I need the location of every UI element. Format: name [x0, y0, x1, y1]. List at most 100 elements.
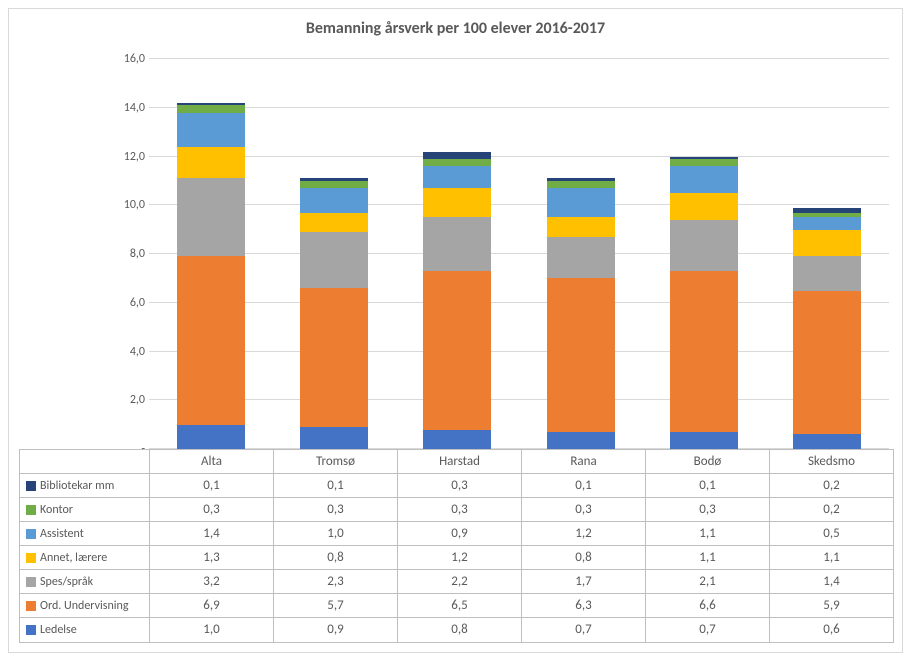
bar — [300, 59, 368, 449]
value-cell: 0,3 — [398, 498, 522, 521]
legend-swatch — [26, 529, 36, 539]
value-cell: 5,9 — [770, 594, 893, 617]
value-cell: 0,2 — [770, 498, 893, 521]
legend-swatch — [26, 625, 36, 635]
bar-segment — [300, 188, 368, 212]
value-cell: 1,0 — [150, 618, 274, 642]
bar-segment — [793, 230, 861, 257]
bar-segment — [670, 432, 738, 449]
legend-cell: Ledelse — [20, 618, 150, 642]
legend-cell: Bibliotekar mm — [20, 474, 150, 497]
value-cell: 2,2 — [398, 570, 522, 593]
value-cell: 0,1 — [274, 474, 398, 497]
table-row: Bibliotekar mm0,10,10,30,10,10,2 — [20, 474, 893, 498]
bar — [547, 59, 615, 449]
y-tick-label: 16,0 — [124, 52, 145, 66]
value-cell: 6,6 — [646, 594, 770, 617]
value-cell: 5,7 — [274, 594, 398, 617]
value-cell: 0,7 — [522, 618, 646, 642]
bar-segment — [670, 220, 738, 271]
legend-cell: Assistent — [20, 522, 150, 545]
bar-segment — [547, 188, 615, 217]
legend-swatch — [26, 601, 36, 611]
category-label: Tromsø — [274, 450, 398, 473]
category-label: Skedsmo — [770, 450, 893, 473]
bar-segment — [300, 288, 368, 427]
bar-segment — [547, 278, 615, 432]
legend-header-empty — [20, 450, 150, 473]
table-row: Ord. Undervisning6,95,76,56,36,65,9 — [20, 594, 893, 618]
y-tick-label: 10,0 — [124, 198, 145, 212]
value-cell: 1,2 — [398, 546, 522, 569]
value-cell: 0,1 — [150, 474, 274, 497]
value-cell: 1,7 — [522, 570, 646, 593]
bar-segment — [177, 425, 245, 449]
value-cell: 0,3 — [398, 474, 522, 497]
legend-cell: Kontor — [20, 498, 150, 521]
value-cell: 0,3 — [274, 498, 398, 521]
legend-label: Ord. Undervisning — [40, 599, 128, 613]
bar-segment — [177, 256, 245, 424]
bar-segment — [547, 237, 615, 278]
bar-segment — [423, 217, 491, 271]
legend-swatch — [26, 577, 36, 587]
chart-title: Bemanning årsverk per 100 elever 2016-20… — [9, 9, 902, 44]
bar-segment — [547, 432, 615, 449]
value-cell: 0,8 — [522, 546, 646, 569]
plot-area — [149, 59, 889, 449]
bar-segment — [177, 178, 245, 256]
value-cell: 1,1 — [770, 546, 893, 569]
table-row: Assistent1,41,00,91,21,10,5 — [20, 522, 893, 546]
y-tick-label: 2,0 — [130, 393, 145, 407]
bar-segment — [547, 217, 615, 237]
value-cell: 0,8 — [398, 618, 522, 642]
value-cell: 0,3 — [522, 498, 646, 521]
bar-segment — [670, 159, 738, 166]
y-tick-label: 12,0 — [124, 150, 145, 164]
legend-label: Ledelse — [40, 623, 77, 637]
category-label: Harstad — [398, 450, 522, 473]
value-cell: 1,4 — [150, 522, 274, 545]
value-cell: 1,1 — [646, 546, 770, 569]
value-cell: 6,5 — [398, 594, 522, 617]
bar-segment — [300, 232, 368, 288]
value-cell: 0,2 — [770, 474, 893, 497]
value-cell: 0,7 — [646, 618, 770, 642]
value-cell: 1,0 — [274, 522, 398, 545]
value-cell: 0,8 — [274, 546, 398, 569]
value-cell: 2,1 — [646, 570, 770, 593]
bar — [793, 59, 861, 449]
bar-segment — [423, 159, 491, 166]
chart-container: Bemanning årsverk per 100 elever 2016-20… — [8, 8, 903, 653]
value-cell: 0,3 — [646, 498, 770, 521]
bar — [670, 59, 738, 449]
legend-label: Bibliotekar mm — [40, 479, 114, 493]
bar-segment — [793, 217, 861, 229]
bar-segment — [423, 271, 491, 429]
bar-segment — [300, 427, 368, 449]
legend-label: Spes/språk — [40, 575, 93, 589]
y-axis: -2,04,06,08,010,012,014,016,0 — [109, 59, 145, 449]
bar-segment — [547, 181, 615, 188]
bar-segment — [423, 430, 491, 450]
bar — [423, 59, 491, 449]
bar-segment — [423, 188, 491, 217]
bar-segment — [793, 291, 861, 435]
legend-label: Annet, lærere — [40, 551, 107, 565]
bar — [177, 59, 245, 449]
value-cell: 1,1 — [646, 522, 770, 545]
legend-cell: Annet, lærere — [20, 546, 150, 569]
bar-segment — [793, 434, 861, 449]
value-cell: 0,3 — [150, 498, 274, 521]
value-cell: 2,3 — [274, 570, 398, 593]
bar-segment — [300, 213, 368, 233]
legend-label: Kontor — [40, 503, 73, 517]
value-cell: 1,4 — [770, 570, 893, 593]
legend-swatch — [26, 481, 36, 491]
legend-cell: Ord. Undervisning — [20, 594, 150, 617]
value-cell: 6,3 — [522, 594, 646, 617]
value-cell: 0,9 — [398, 522, 522, 545]
y-tick-label: 6,0 — [130, 296, 145, 310]
category-label: Alta — [150, 450, 274, 473]
bar-segment — [793, 256, 861, 290]
